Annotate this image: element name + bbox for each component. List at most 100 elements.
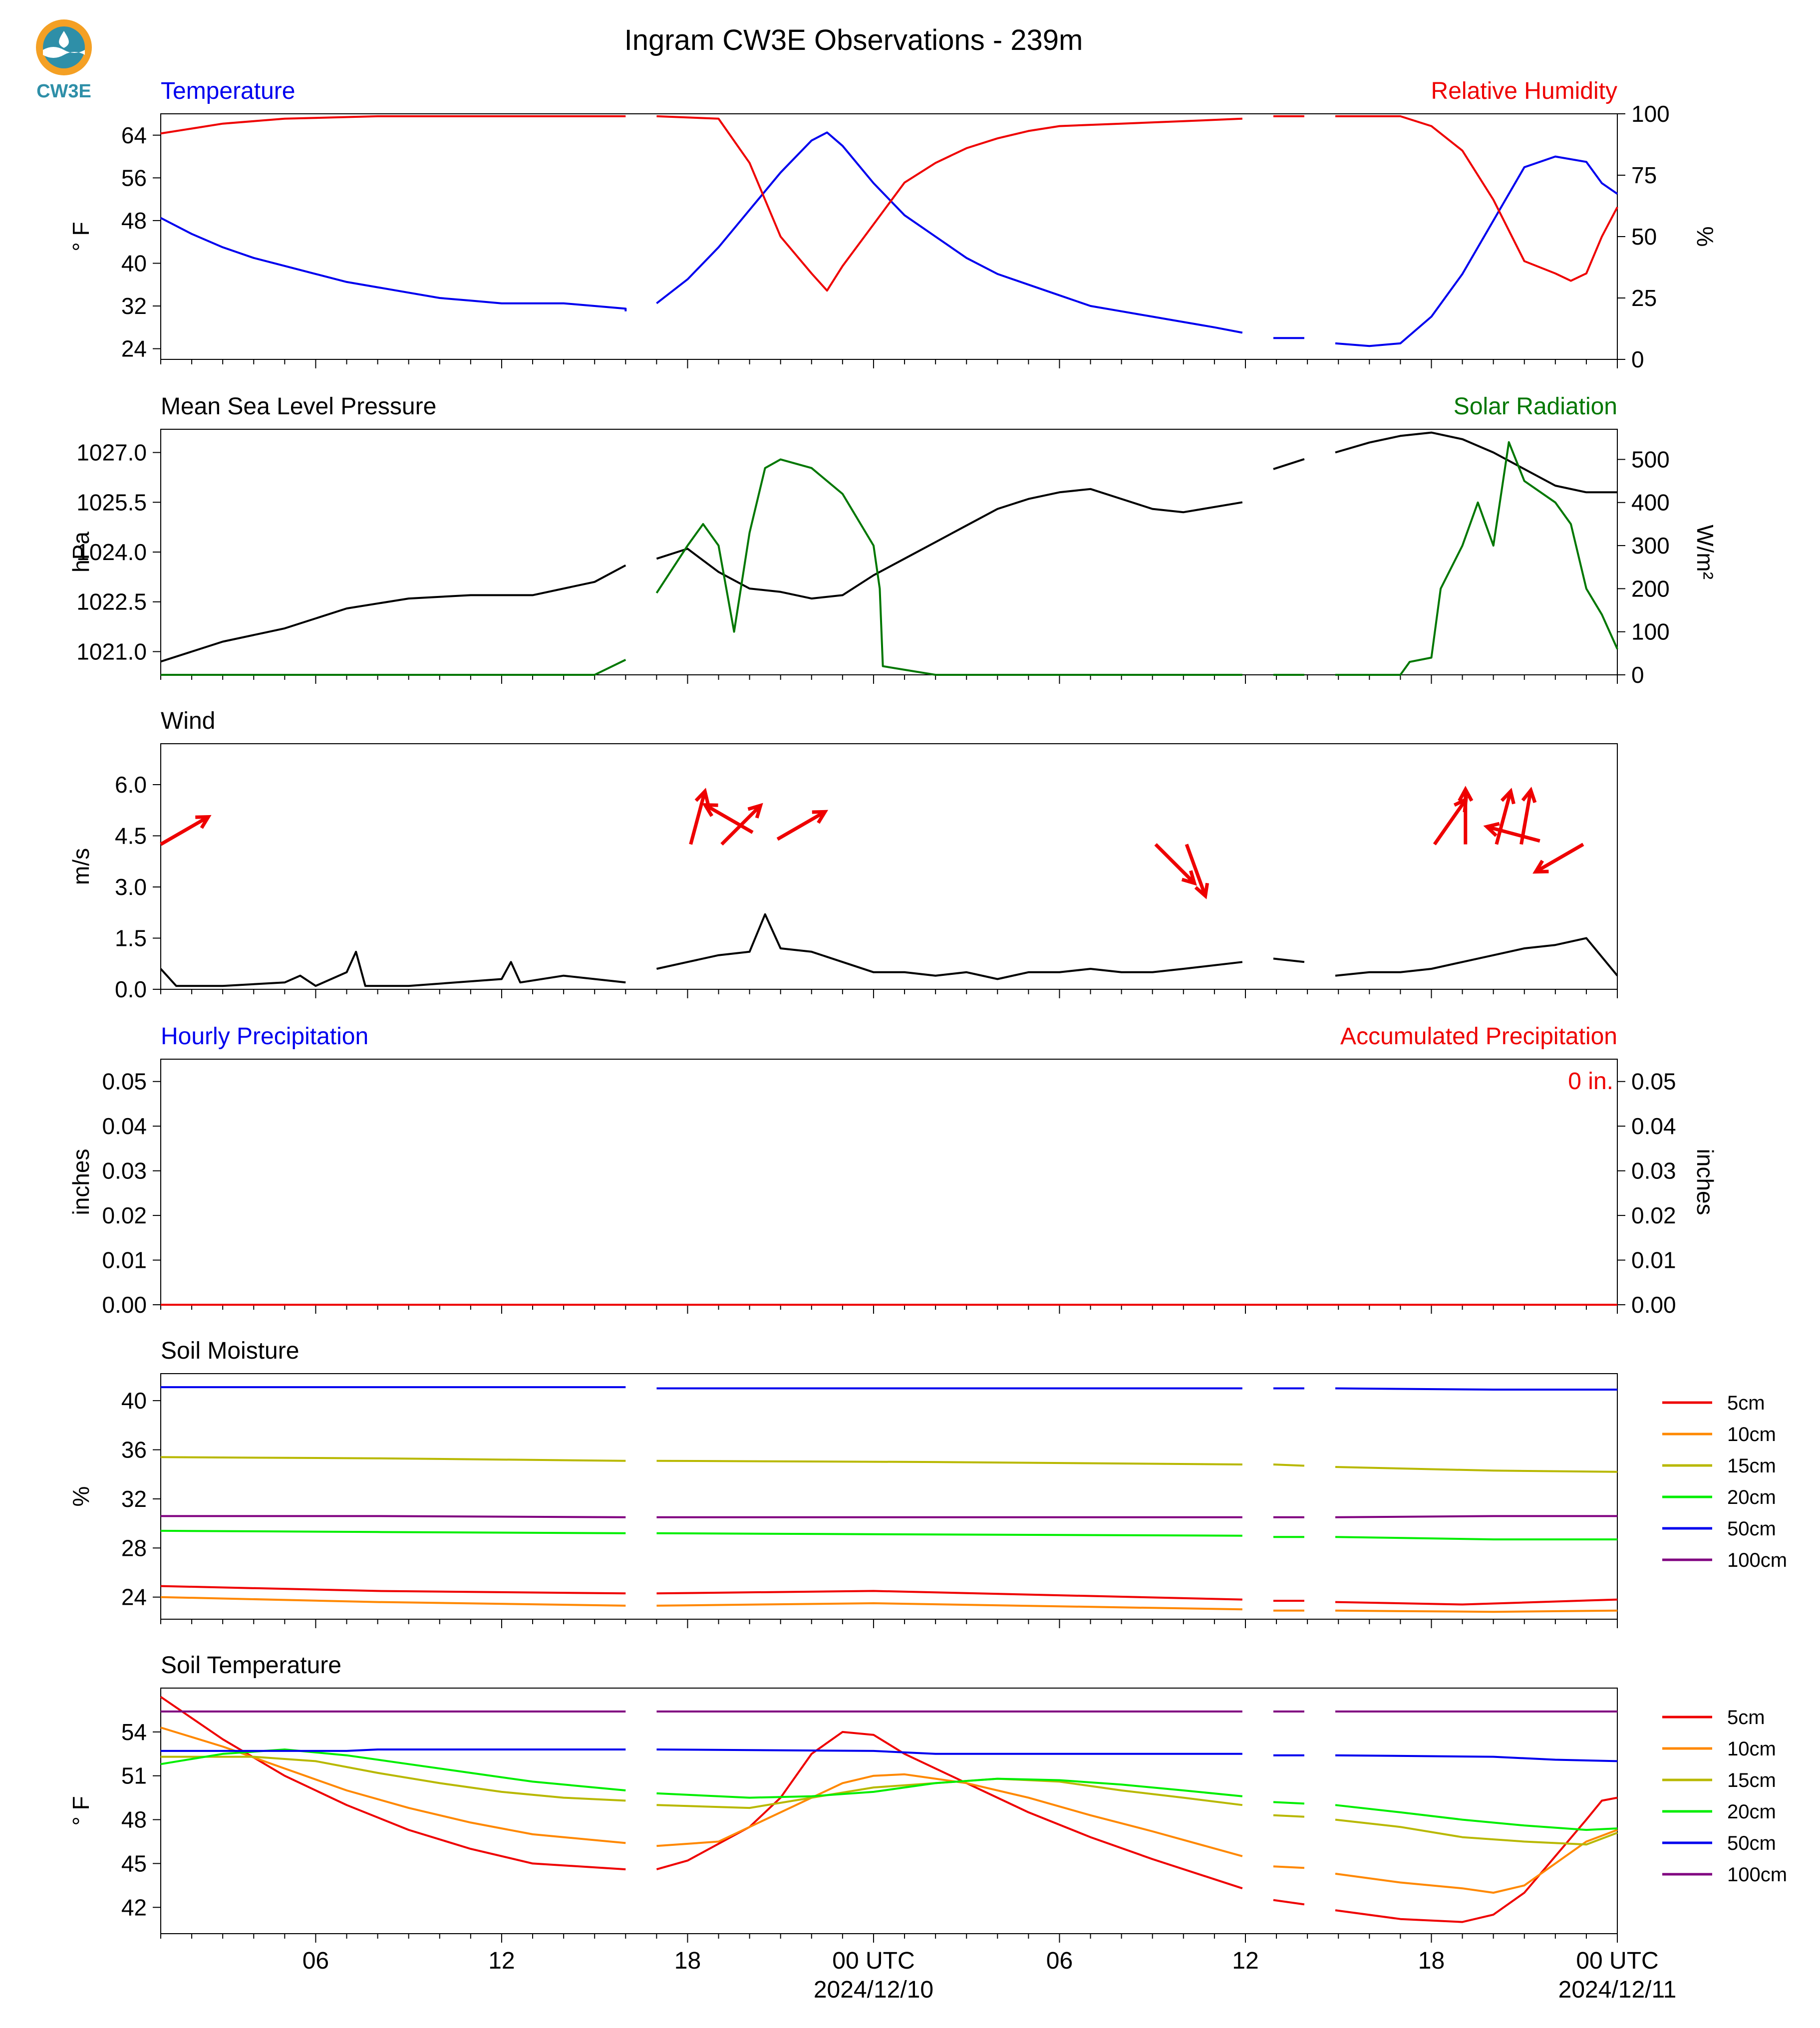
wind-arrow xyxy=(1495,788,1516,845)
series-line-segment xyxy=(1335,1515,1617,1518)
plot-frame xyxy=(160,1688,1618,1934)
x-tick-label: 06 xyxy=(303,1948,329,1974)
series-line-segment xyxy=(160,217,627,311)
wind-arrow xyxy=(776,810,829,841)
series-line-segment xyxy=(161,659,626,676)
wind-arrow-shaft xyxy=(1433,798,1468,846)
y-tick-label-right: 0.02 xyxy=(1631,1202,1676,1228)
wind-arrow-head xyxy=(812,810,829,824)
y-tick-label-left: 3.0 xyxy=(115,874,147,900)
wind-arrow-shaft xyxy=(160,815,210,846)
series-line-segment xyxy=(1273,458,1305,470)
series-line-segment xyxy=(1335,1609,1618,1613)
series-line-segment xyxy=(656,913,1243,980)
series-4 xyxy=(161,1386,1617,1391)
y-tick-label-right: 200 xyxy=(1631,576,1670,601)
wind-arrow xyxy=(1433,796,1468,846)
y-tick-label-right: 500 xyxy=(1631,446,1670,472)
y-tick-label-left: 1027.0 xyxy=(76,440,147,466)
wind-arrow-head xyxy=(1500,788,1516,805)
cw3e-logo: CW3E xyxy=(36,19,92,102)
wind-arrow-head xyxy=(747,803,763,819)
wind-arrow xyxy=(1483,822,1540,843)
series-line-segment xyxy=(160,115,626,135)
y-tick-label-left: 24 xyxy=(121,336,147,362)
y-tick-label-left: 0.04 xyxy=(102,1113,147,1139)
y-axis-label-left: inches xyxy=(68,1149,94,1215)
figure-title: Ingram CW3E Observations - 239m xyxy=(624,24,1083,56)
wind-arrow xyxy=(160,815,212,846)
plot-frame xyxy=(160,1373,1618,1620)
panel-title-left: Soil Moisture xyxy=(161,1338,299,1364)
panel-precip: Hourly Precipitation Accumulated Precipit… xyxy=(68,1023,1718,1318)
plot-frame xyxy=(160,1059,1618,1305)
series-line-segment xyxy=(1273,1801,1304,1805)
y-tick-label-right: 50 xyxy=(1631,224,1657,250)
x-tick-label: 18 xyxy=(1418,1948,1445,1974)
series-3 xyxy=(160,1748,1618,1831)
series-line-segment xyxy=(1273,1865,1304,1869)
legend-label: 20cm xyxy=(1727,1801,1776,1823)
wind-arrow-head xyxy=(195,815,212,829)
wind-arrow xyxy=(1532,843,1584,874)
y-tick-label-left: 28 xyxy=(121,1535,147,1561)
series-line-segment xyxy=(160,950,626,987)
series-line-segment xyxy=(656,1532,1242,1537)
series-line-segment xyxy=(160,564,626,663)
y-tick-label-right: 0.03 xyxy=(1631,1158,1676,1184)
plot-frame xyxy=(160,429,1618,675)
y-tick-label-right: 0.04 xyxy=(1631,1113,1676,1139)
y-tick-label-left: 1.5 xyxy=(115,925,147,951)
series-line-segment xyxy=(160,1456,626,1462)
wind-arrow-head xyxy=(1458,786,1474,802)
y-tick-label-right: 75 xyxy=(1631,162,1657,188)
wind-arrow-head xyxy=(702,803,718,817)
panel-wind: Wind 0.0 1.5 3.0 4.5 6.0 m/s xyxy=(68,708,1618,1002)
plot-frame xyxy=(160,113,1618,360)
wind-arrow-shaft xyxy=(1185,844,1207,897)
panel-title-left: Soil Temperature xyxy=(161,1652,341,1679)
legend-label: 5cm xyxy=(1727,1707,1765,1729)
y-tick-label-right: 0 xyxy=(1631,662,1644,688)
series-line-segment xyxy=(160,1748,626,1791)
series-line-segment xyxy=(1273,1463,1304,1467)
y-tick-label-left: 1024.0 xyxy=(76,539,147,565)
wind-arrow xyxy=(702,803,754,834)
wind-arrows xyxy=(160,786,1584,899)
legend-label: 20cm xyxy=(1727,1486,1776,1508)
legend-label: 15cm xyxy=(1727,1769,1776,1791)
series-line-segment xyxy=(1335,937,1618,977)
series-line-segment xyxy=(1335,155,1618,347)
accumulated-precip-annotation: 0 in. xyxy=(1568,1068,1613,1095)
series-line-segment xyxy=(656,1777,1242,1799)
series-0 xyxy=(160,913,1618,987)
wind-arrow xyxy=(1458,786,1474,845)
y-tick-label-left: 4.5 xyxy=(115,823,147,849)
series-0 xyxy=(160,1696,1618,1923)
y-tick-label-left: 32 xyxy=(121,1486,147,1512)
series-line-segment xyxy=(1335,431,1617,494)
y-tick-label-left: 0.00 xyxy=(102,1292,147,1318)
legend-label: 10cm xyxy=(1727,1738,1776,1760)
y-tick-label-left: 48 xyxy=(121,208,147,234)
series-line-segment xyxy=(656,1590,1242,1601)
legend-label: 10cm xyxy=(1727,1424,1776,1446)
legend-label: 15cm xyxy=(1727,1455,1776,1477)
y-tick-label-left: 0.03 xyxy=(102,1158,147,1184)
panel-title-right: Relative Humidity xyxy=(1431,78,1617,104)
x-tick-label: 12 xyxy=(1232,1948,1258,1974)
series-line-segment xyxy=(1335,1466,1618,1473)
y-tick-label-left: 0.0 xyxy=(115,976,147,1002)
y-tick-label-left: 32 xyxy=(121,293,147,319)
y-tick-label-right: 0 xyxy=(1631,346,1644,372)
panel-soil-moisture: Soil Moisture2428323640%5cm10cm15cm20cm5… xyxy=(68,1338,1787,1628)
series-line-segment xyxy=(656,1748,1242,1755)
x-tick-date-label: 2024/12/10 xyxy=(814,1977,933,2003)
x-tick-label: 18 xyxy=(674,1948,701,1974)
wind-arrow-head xyxy=(694,788,710,805)
y-tick-label-left: 6.0 xyxy=(115,772,147,798)
series-line-segment xyxy=(1335,1387,1617,1391)
series-5 xyxy=(161,1515,1617,1518)
wind-arrow-head xyxy=(1194,882,1210,899)
series-line-segment xyxy=(160,1585,626,1595)
